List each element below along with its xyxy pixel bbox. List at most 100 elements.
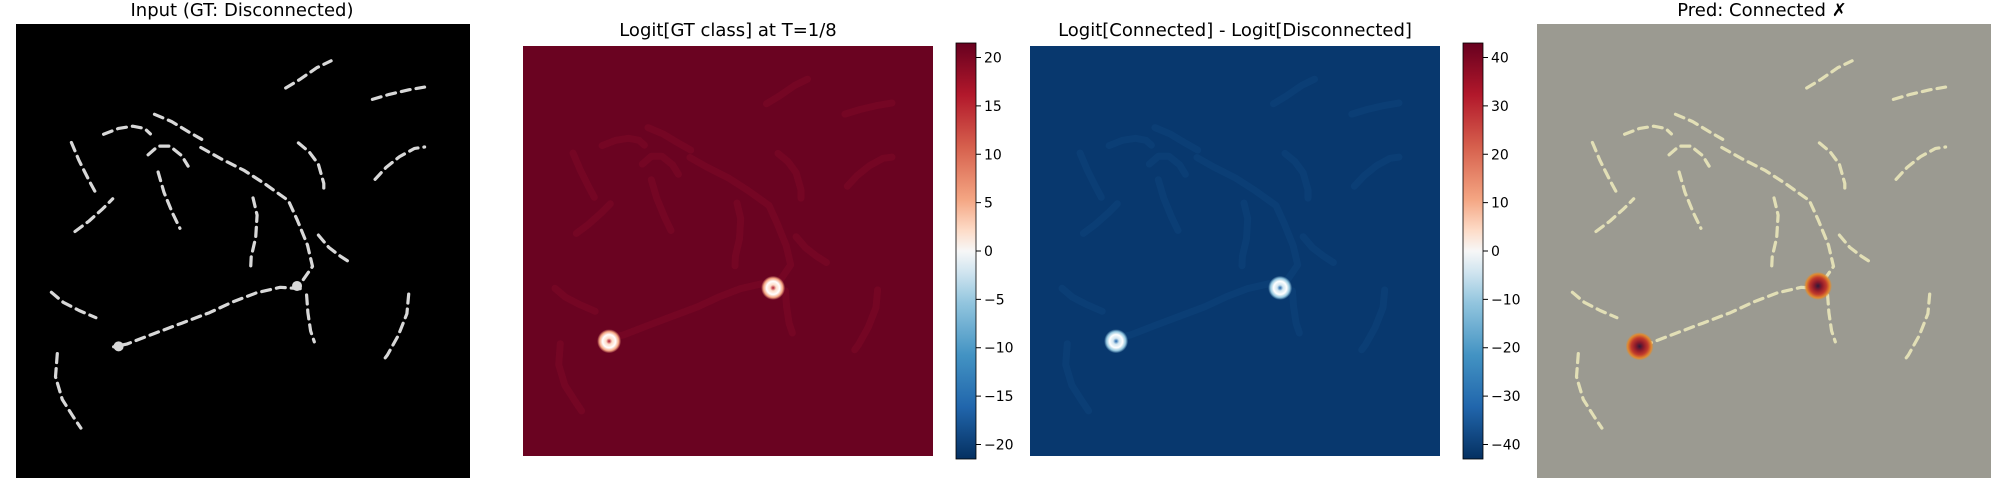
trace-stroke-7 <box>156 170 182 230</box>
trace-stroke-2 <box>1894 145 1948 181</box>
trace-stroke-13 <box>1770 196 1780 269</box>
trace-stroke-6 <box>638 152 682 178</box>
trace-stroke-6 <box>146 144 190 168</box>
colorbar-logit-gt <box>955 42 977 460</box>
trace-stroke-0 <box>284 59 333 90</box>
colorbar-logit-gt-ticks: 20 15 10 5 0 −5 −10 −15 −20 <box>976 51 1014 453</box>
panel-logit-diff: Logit[Connected] - Logit[Disconnected] 4… <box>1030 20 1521 460</box>
trace-stroke-14 <box>774 149 805 202</box>
colorbar-tick-label-7: −15 <box>984 389 1014 405</box>
trace-stroke-3 <box>69 140 97 194</box>
trace-stroke-12 <box>305 293 316 344</box>
panel-logit-gt: Logit[GT class] at T=1/8 20 15 10 5 0 −5 −10 −1… <box>523 20 1014 460</box>
trace-stroke-2 <box>1350 153 1403 190</box>
trace-stroke-3 <box>569 149 598 201</box>
hotspot-0 <box>597 329 622 354</box>
colorbar-tick-label-1: 15 <box>984 99 1002 115</box>
trace-stroke-8 <box>1079 200 1121 237</box>
trace-stroke-9 <box>686 154 795 285</box>
trace-stroke-14 <box>296 141 326 194</box>
trace-stroke-11 <box>49 290 98 320</box>
trace-stroke-8 <box>1594 197 1636 234</box>
trace-stroke-1 <box>1891 85 1948 101</box>
prediction-trace <box>1570 59 1948 430</box>
trace-stroke-4 <box>1623 124 1673 136</box>
trace-stroke-9 <box>199 145 315 286</box>
colorbar-tick-label-5: −5 <box>984 292 1005 308</box>
trace-stroke-3 <box>1590 140 1618 194</box>
colorbar-tick-label-1: 30 <box>1491 99 1509 115</box>
panel-prediction: Pred: Connected ✗ <box>1537 0 1991 478</box>
trace-stroke-15 <box>316 233 354 266</box>
trace-stroke-6 <box>1145 152 1189 178</box>
trace-stroke-16 <box>851 286 882 354</box>
trace-stroke-2 <box>843 153 896 190</box>
trace-stroke-8 <box>73 197 115 234</box>
trace-stroke-9 <box>1193 154 1302 285</box>
logit-diff-hotspots <box>1104 275 1293 354</box>
panel-title-prediction: Pred: Connected ✗ <box>1677 0 1847 21</box>
prediction-hotspot-1 <box>1804 271 1833 300</box>
trace-stroke-2 <box>373 145 427 181</box>
trace-stroke-11 <box>551 284 599 315</box>
colorbar-logit-diff-ticks: 40 30 20 10 0 −10 −20 −30 −40 <box>1483 51 1521 453</box>
trace-stroke-14 <box>1281 149 1312 202</box>
trace-stroke-7 <box>1154 176 1182 234</box>
trace-stroke-7 <box>1677 170 1703 230</box>
trace-stroke-12 <box>1288 287 1303 337</box>
trace-stroke-15 <box>1837 233 1875 266</box>
logit-gt-faint-trace <box>551 75 896 415</box>
trace-stroke-8 <box>572 200 614 237</box>
logit-gt-hotspots <box>597 275 786 354</box>
trace-stroke-15 <box>1299 233 1337 266</box>
trace-stroke-5 <box>1673 112 1725 141</box>
input-trace <box>49 59 427 430</box>
trace-stroke-9 <box>1720 145 1836 286</box>
prediction-hotspot-0 <box>1625 332 1654 361</box>
trace-stroke-10 <box>1114 280 1291 341</box>
colorbar-tick-label-0: 40 <box>1491 51 1509 67</box>
input-image <box>16 24 470 478</box>
colorbar-tick-label-6: −10 <box>984 341 1014 357</box>
panel-input: Input (GT: Disconnected) <box>16 0 470 478</box>
hotspot-1 <box>1268 275 1293 300</box>
trace-stroke-15 <box>792 233 830 266</box>
trace-stroke-4 <box>102 124 152 136</box>
colorbar-tick-label-0: 20 <box>984 51 1002 67</box>
trace-stroke-10 <box>607 280 784 341</box>
colorbar-tick-label-6: −20 <box>1491 341 1521 357</box>
colorbar-tick-label-5: −10 <box>1491 292 1521 308</box>
trace-stroke-12 <box>1826 293 1837 344</box>
colorbar-tick-label-3: 5 <box>984 196 993 212</box>
trace-stroke-17 <box>53 352 83 430</box>
trace-stroke-13 <box>249 196 259 269</box>
trace-stroke-1 <box>370 85 427 101</box>
trace-stroke-5 <box>1151 124 1202 154</box>
colorbar-tick-label-3: 10 <box>1491 196 1509 212</box>
panel-title-logit-gt: Logit[GT class] at T=1/8 <box>619 20 837 41</box>
prediction-overlay-image <box>1537 24 1991 478</box>
trace-stroke-3 <box>1076 149 1105 201</box>
trace-stroke-17 <box>1062 340 1093 415</box>
prediction-hotspots <box>1625 271 1833 361</box>
colorbar-tick-label-2: 10 <box>984 147 1002 163</box>
colorbar-tick-label-4: 0 <box>1491 244 1500 260</box>
trace-stroke-0 <box>1270 75 1318 108</box>
trace-stroke-4 <box>598 134 648 150</box>
trace-stroke-1 <box>1348 99 1403 118</box>
trace-stroke-5 <box>644 124 695 154</box>
logit-diff-faint-trace <box>1058 75 1403 415</box>
trace-stroke-10 <box>112 285 302 349</box>
colorbar-tick-label-4: 0 <box>984 244 993 260</box>
colorbar-tick-label-2: 20 <box>1491 147 1509 163</box>
input-node-1 <box>292 280 303 291</box>
trace-stroke-10 <box>1633 285 1823 349</box>
trace-stroke-12 <box>781 287 796 337</box>
trace-stroke-7 <box>647 176 675 234</box>
trace-stroke-0 <box>763 75 811 108</box>
logit-diff-heatmap <box>1030 46 1440 456</box>
colorbar-tick-label-8: −40 <box>1491 437 1521 453</box>
trace-stroke-11 <box>1570 290 1619 320</box>
trace-stroke-13 <box>1238 199 1252 270</box>
